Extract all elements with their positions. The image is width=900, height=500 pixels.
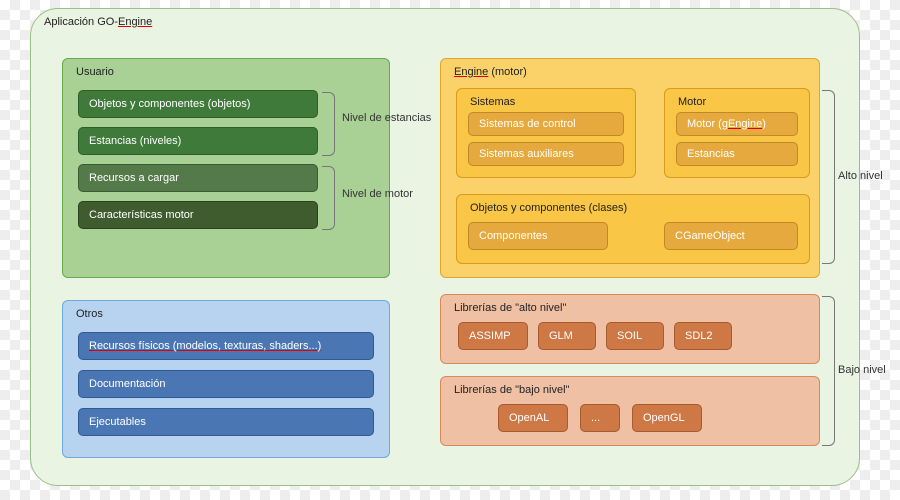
libs-alto-box-title: Librerías de "alto nivel" — [454, 302, 566, 314]
usuario-bracket-1 — [322, 166, 335, 230]
engine-bracket-0-label: Alto nivel — [838, 170, 883, 182]
objetos-item-1: CGameObject — [664, 222, 798, 250]
otros-item-0: Recursos físicos (modelos, texturas, sha… — [78, 332, 374, 360]
otros-item-2: Ejecutables — [78, 408, 374, 436]
libs-alto-item-1: GLM — [538, 322, 596, 350]
engine-bracket-0 — [822, 90, 835, 264]
usuario-box-title: Usuario — [76, 66, 114, 78]
usuario-bracket-0 — [322, 92, 335, 156]
libs-bajo-box-title: Librerías de "bajo nivel" — [454, 384, 569, 396]
sistemas-box-title: Sistemas — [470, 96, 515, 108]
motor-item-1: Estancias — [676, 142, 798, 166]
libs-bajo-item-0: OpenAL — [498, 404, 568, 432]
libs-bajo-item-1: ... — [580, 404, 620, 432]
objetos-item-0: Componentes — [468, 222, 608, 250]
libs-bracket-0-label: Bajo nivel — [838, 364, 886, 376]
usuario-item-3: Características motor — [78, 201, 318, 229]
usuario-bracket-0-label: Nivel de estancias — [342, 112, 431, 124]
usuario-bracket-1-label: Nivel de motor — [342, 188, 413, 200]
sistemas-item-1: Sistemas auxiliares — [468, 142, 624, 166]
otros-item-1: Documentación — [78, 370, 374, 398]
libs-bajo-item-2: OpenGL — [632, 404, 702, 432]
usuario-item-1: Estancias (niveles) — [78, 127, 318, 155]
usuario-item-2: Recursos a cargar — [78, 164, 318, 192]
motor-box-title: Motor — [678, 96, 706, 108]
libs-alto-item-2: SOIL — [606, 322, 664, 350]
libs-alto-item-0: ASSIMP — [458, 322, 528, 350]
usuario-item-0: Objetos y componentes (objetos) — [78, 90, 318, 118]
otros-box-title: Otros — [76, 308, 103, 320]
objetos-box-title: Objetos y componentes (clases) — [470, 202, 627, 214]
sistemas-item-0: Sistemas de control — [468, 112, 624, 136]
app-container-title: Aplicación GO-Engine — [44, 16, 152, 28]
libs-bracket-0 — [822, 296, 835, 446]
libs-alto-item-3: SDL2 — [674, 322, 732, 350]
motor-item-0: Motor (gEngine) — [676, 112, 798, 136]
engine-box-title: Engine (motor) — [454, 66, 527, 78]
